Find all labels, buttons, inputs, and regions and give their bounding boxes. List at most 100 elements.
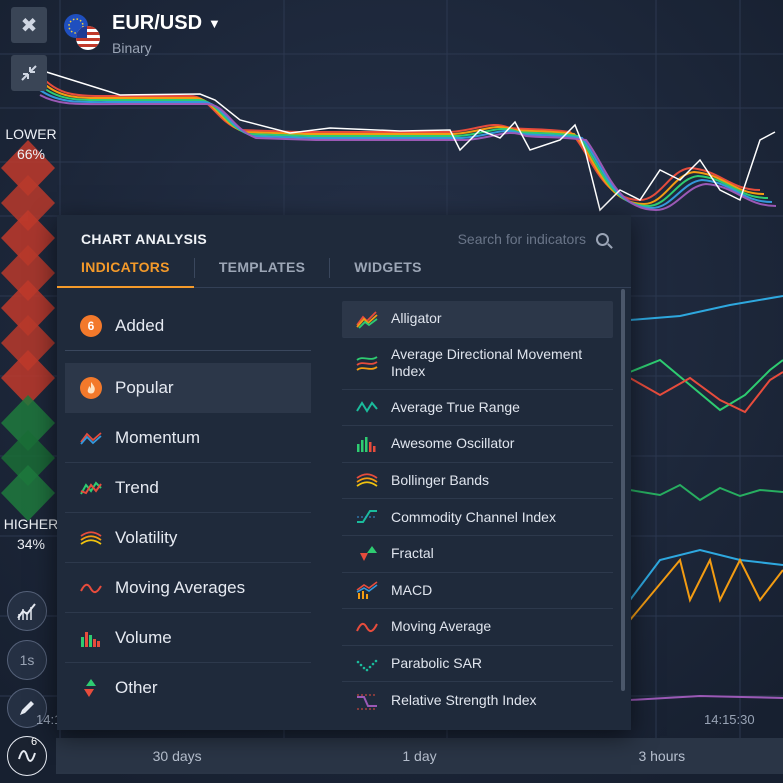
pencil-icon (20, 701, 34, 715)
range-30-days[interactable]: 30 days (152, 748, 202, 764)
category-label: Momentum (115, 427, 201, 447)
caret-down-icon: ▼ (208, 16, 221, 31)
indicator-list-scrollbar[interactable] (621, 289, 625, 691)
category-label: Added (115, 315, 165, 335)
indicator-label: Parabolic SAR (391, 655, 483, 672)
tab-widgets[interactable]: WIDGETS (354, 259, 422, 275)
category-momentum[interactable]: Momentum (65, 413, 311, 463)
asset-type: Binary (112, 40, 152, 56)
volume-icon (80, 627, 102, 649)
search-icon (596, 232, 609, 246)
time-tick-left: 14:1 (36, 712, 62, 727)
trend-icon (80, 477, 102, 499)
category-volume[interactable]: Volume (65, 613, 311, 663)
indicator-label: Bollinger Bands (391, 472, 490, 489)
category-label: Other (115, 678, 158, 697)
draw-tool-button[interactable] (7, 688, 47, 728)
lower-percent: 66% (16, 146, 46, 162)
category-moving-averages[interactable]: Moving Averages (65, 563, 311, 613)
asset-name: EUR/USD (112, 12, 203, 34)
other-icon (80, 677, 102, 699)
indicator-label: Alligator (391, 310, 442, 327)
time-range-bar: 30 days 1 day 3 hours (56, 738, 783, 774)
higher-percent: 34% (16, 536, 46, 552)
tab-divider (193, 258, 195, 278)
indicator-adx[interactable]: Average Directional Movement Index (342, 338, 613, 390)
indicators-icon (18, 750, 36, 762)
collapse-icon (21, 65, 37, 81)
indicator-label: Relative Strength Index (391, 692, 537, 709)
category-other[interactable]: Other (65, 663, 311, 713)
range-3-hours[interactable]: 3 hours (638, 748, 686, 764)
tab-indicators[interactable]: INDICATORS (57, 252, 194, 288)
momentum-icon (80, 427, 102, 449)
timer-button[interactable]: 1s (7, 640, 47, 680)
indicator-awesome-oscillator[interactable]: Awesome Oscillator (342, 426, 613, 463)
category-label: Popular (115, 378, 174, 397)
panel-tabs: INDICATORS TEMPLATES WIDGETS (57, 252, 631, 288)
lower-sentiment: LOWER 66% (0, 124, 62, 164)
time-tick-right: 14:15:30 (704, 712, 755, 727)
adx-icon (356, 356, 378, 371)
close-button[interactable]: ✖ (11, 7, 47, 43)
indicator-atr[interactable]: Average True Range (342, 390, 613, 427)
fire-icon (80, 377, 102, 399)
indicator-parabolic-sar[interactable]: Parabolic SAR (342, 646, 613, 683)
indicator-label: Moving Average (391, 618, 492, 635)
indicator-search[interactable]: Search for indicators (458, 231, 609, 247)
timer-label: 1s (19, 652, 35, 668)
chart-analysis-panel: CHART ANALYSIS Search for indicators IND… (57, 215, 631, 730)
chart-type-button[interactable] (7, 591, 47, 631)
higher-sentiment: HIGHER 34% (0, 514, 62, 554)
higher-label: HIGHER (3, 516, 59, 532)
indicators-count-badge: 6 (31, 736, 38, 748)
indicators-button[interactable] (7, 736, 47, 776)
range-1-day[interactable]: 1 day (402, 748, 437, 764)
search-input[interactable]: Search for indicators (457, 231, 586, 247)
chart-type-icon (17, 603, 36, 620)
indicator-label: Commodity Channel Index (391, 508, 556, 525)
bollinger-icon (356, 472, 378, 487)
category-volatility[interactable]: Volatility (65, 513, 311, 563)
category-label: Volume (115, 627, 172, 647)
indicator-label: Awesome Oscillator (391, 435, 515, 452)
tab-divider (329, 258, 331, 278)
category-added[interactable]: 6 Added (65, 301, 311, 351)
indicator-fractal[interactable]: Fractal (342, 536, 613, 573)
indicator-label: MACD (391, 581, 433, 598)
indicator-label: Average Directional Movement Index (391, 346, 583, 380)
asset-selector[interactable]: EUR/USD ▼ Binary (62, 12, 221, 56)
category-label: Trend (115, 477, 159, 497)
rsi-icon (357, 694, 377, 710)
indicator-macd[interactable]: MACD (342, 573, 613, 610)
indicator-alligator[interactable]: Alligator (342, 301, 613, 338)
indicator-bollinger[interactable]: Bollinger Bands (342, 463, 613, 500)
atr-icon (356, 401, 378, 414)
indicator-label: Fractal (391, 545, 434, 562)
close-icon: ✖ (20, 14, 38, 37)
moving-average-icon (80, 577, 102, 599)
collapse-button[interactable] (11, 55, 47, 91)
macd-icon (356, 581, 378, 600)
fractal-icon (360, 545, 377, 561)
volatility-icon (80, 527, 102, 549)
category-list: 6 Added Popular Momentum Trend Volatilit… (65, 301, 311, 713)
category-label: Moving Averages (115, 577, 246, 597)
category-popular[interactable]: Popular (65, 363, 311, 413)
indicator-moving-average[interactable]: Moving Average (342, 609, 613, 646)
added-count-badge: 6 (80, 314, 102, 337)
panel-title: CHART ANALYSIS (81, 231, 208, 247)
indicator-rsi[interactable]: Relative Strength Index (342, 682, 613, 719)
awesome-oscillator-icon (357, 436, 376, 452)
indicator-list: Alligator Average Directional Movement I… (342, 301, 613, 719)
alligator-icon (356, 311, 378, 329)
category-label: Volatility (115, 527, 178, 547)
lower-label: LOWER (5, 126, 57, 142)
moving-average-icon (356, 622, 378, 632)
eur-usd-flag-icon (62, 12, 102, 52)
parabolic-sar-icon (356, 659, 378, 671)
cci-icon (357, 510, 377, 524)
tab-templates[interactable]: TEMPLATES (218, 259, 306, 275)
indicator-cci[interactable]: Commodity Channel Index (342, 499, 613, 536)
category-trend[interactable]: Trend (65, 463, 311, 513)
